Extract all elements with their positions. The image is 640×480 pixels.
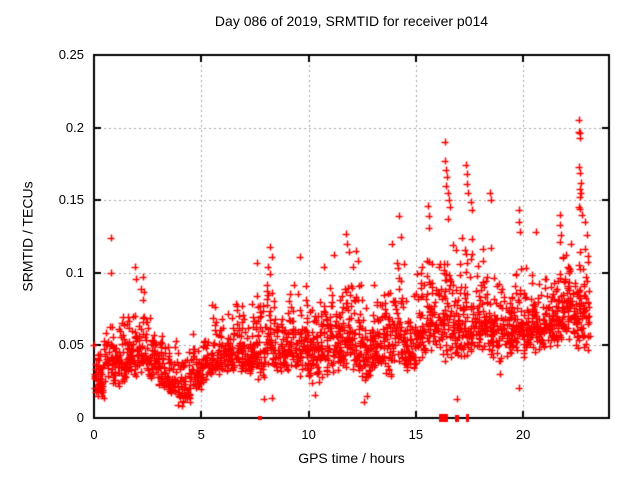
- y-tick-label: 0.2: [65, 119, 84, 135]
- y-tick-label: 0: [76, 410, 84, 425]
- y-tick-label: 0.25: [58, 47, 84, 62]
- chart-title: Day 086 of 2019, SRMTID for receiver p01…: [214, 13, 489, 29]
- x-tick-label: 0: [90, 427, 98, 442]
- x-tick-label: 20: [515, 427, 531, 442]
- x-axis-label: GPS time / hours: [298, 450, 405, 466]
- x-tick-label: 5: [197, 427, 205, 442]
- x-tick-label: 10: [301, 427, 316, 442]
- y-tick-label: 0.15: [58, 192, 84, 208]
- y-tick-label: 0.1: [65, 264, 84, 280]
- x-tick-label: 15: [408, 427, 424, 442]
- y-axis-label: SRMTID / TECUs: [19, 181, 36, 292]
- y-tick-label: 0.05: [58, 337, 84, 353]
